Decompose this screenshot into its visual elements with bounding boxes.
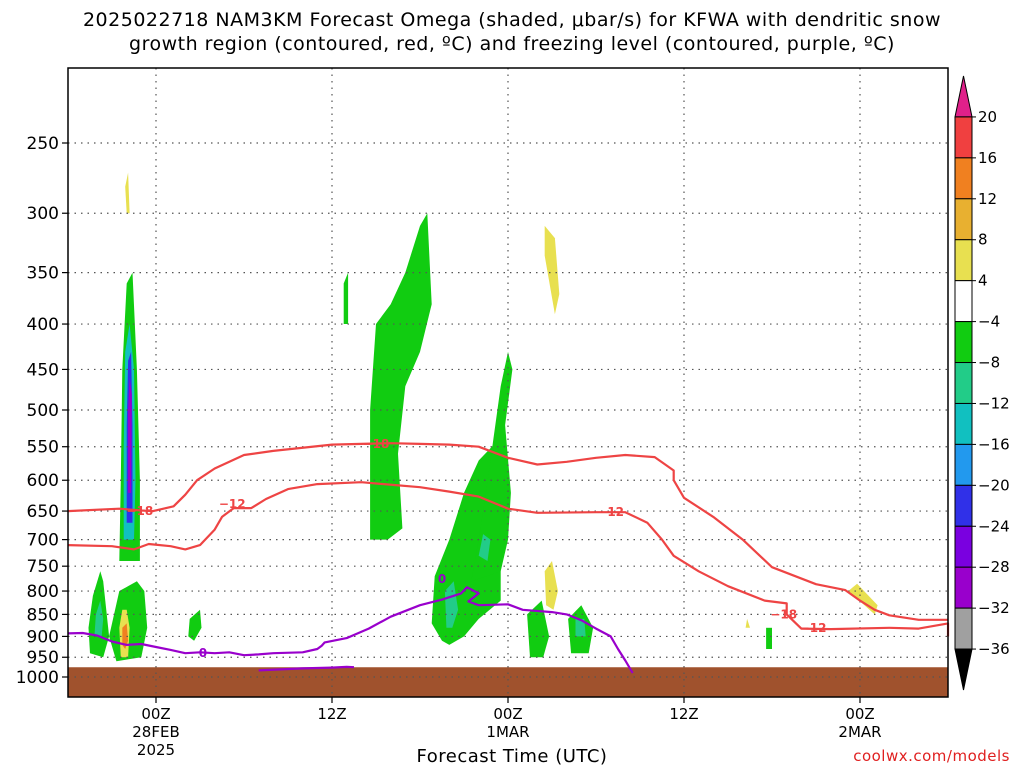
colorbar-bin-7: [954, 362, 973, 404]
contour-0: [67, 442, 948, 621]
colorbar-label-5: −4: [978, 313, 1000, 331]
contour-label-4: −12: [597, 505, 624, 519]
colorbar-label-3: 8: [978, 231, 988, 249]
y-tick-label-450: 450: [27, 360, 59, 380]
contour-label-6: 0: [199, 646, 207, 660]
colorbar-label-9: −20: [978, 476, 1010, 494]
contour-label-3: −12: [219, 497, 246, 511]
y-tick-label-800: 800: [27, 582, 59, 602]
colorbar-bin-2: [954, 566, 973, 609]
contour-label-5: −12: [800, 621, 827, 635]
x-tick-label-30-1: 1MAR: [486, 723, 529, 741]
y-tick-label-650: 650: [27, 502, 59, 522]
colorbar-bin-8: [954, 321, 973, 364]
colorbar-bin-14: [954, 75, 973, 118]
colorbar-label-8: −16: [978, 435, 1010, 453]
omega-region-11: [370, 213, 432, 540]
x-tick-label-6-0: 00Z: [141, 705, 170, 723]
x-tick-label-18-0: 12Z: [317, 705, 346, 723]
colorbar-label-13: −36: [978, 640, 1010, 658]
contour-label-1: −18: [363, 437, 390, 451]
title-line-2: growth region (contoured, red, ºC) and f…: [129, 33, 895, 55]
colorbar-bin-10: [954, 239, 973, 282]
y-tick-label-850: 850: [27, 605, 59, 625]
omega-region-20: [544, 225, 560, 315]
colorbar-bin-1: [954, 607, 973, 650]
colorbar-bin-12: [954, 157, 973, 200]
x-tick-label-54-0: 00Z: [845, 705, 874, 723]
colorbar-label-12: −32: [978, 599, 1010, 617]
x-tick-label-6-2: 2025: [137, 741, 175, 759]
omega-region-12: [343, 272, 349, 324]
y-tick-label-300: 300: [27, 204, 59, 224]
colorbar-label-2: 12: [978, 190, 997, 208]
contour-3: [258, 665, 355, 672]
omega-region-9: [122, 623, 129, 649]
y-tick-label-550: 550: [27, 438, 59, 458]
colorbar-bin-0: [954, 648, 973, 691]
colorbar-bin-13: [954, 116, 973, 159]
colorbar-label-11: −28: [978, 558, 1010, 576]
colorbar-label-1: 16: [978, 149, 997, 167]
colorbar-bin-3: [954, 525, 973, 568]
contour-1: [67, 481, 950, 637]
contour-2: [67, 586, 634, 674]
y-tick-label-250: 250: [27, 134, 59, 154]
contour-label-2: −18: [770, 607, 797, 621]
colorbar-label-10: −24: [978, 517, 1010, 535]
contour-label-0: −18: [126, 504, 153, 518]
y-tick-label-700: 700: [27, 531, 59, 551]
colorbar: 20 16 12 8 4 −4 −8 −12 −16 −20 −24 −28 −32 −36: [954, 75, 1010, 691]
title-line-1: 2025022718 NAM3KM Forecast Omega (shaded…: [82, 9, 942, 31]
omega-region-10: [125, 172, 130, 214]
colorbar-label-0: 20: [978, 108, 997, 126]
omega-region-2: [94, 600, 104, 637]
y-tick-label-750: 750: [27, 557, 59, 577]
colorbar-bin-6: [954, 402, 973, 445]
credit-link[interactable]: coolwx.com/models: [853, 747, 1010, 765]
x-tick-label-42-0: 12Z: [669, 705, 698, 723]
omega-region-24: [745, 618, 750, 628]
omega-region-14: [471, 351, 513, 582]
axes: 2503003504004505005506006507007508008509…: [16, 67, 949, 759]
y-tick-label-1000: 1000: [16, 668, 59, 688]
colorbar-label-7: −12: [978, 394, 1010, 412]
omega-region-16: [478, 534, 491, 561]
omega-region-21: [544, 561, 558, 610]
colorbar-bin-9: [954, 280, 973, 323]
x-tick-label-6-1: 28FEB: [132, 723, 179, 741]
omega-region-22: [766, 627, 772, 649]
colorbar-label-6: −8: [978, 354, 1000, 372]
omega-region-15: [444, 581, 459, 628]
omega-region-3: [188, 609, 202, 641]
colorbar-bin-11: [954, 198, 973, 241]
colorbar-bin-5: [954, 443, 973, 486]
omega-region-7: [128, 377, 132, 493]
x-axis-label: Forecast Time (UTC): [416, 746, 608, 767]
x-tick-label-30-0: 00Z: [493, 705, 522, 723]
x-tick-label-54-1: 2MAR: [838, 723, 881, 741]
y-tick-label-350: 350: [27, 264, 59, 284]
omega-region-19: [575, 618, 586, 637]
colorbar-bin-4: [954, 484, 973, 527]
y-tick-label-500: 500: [27, 401, 59, 421]
y-tick-label-950: 950: [27, 648, 59, 668]
y-tick-label-600: 600: [27, 471, 59, 491]
omega-region-17: [527, 600, 550, 658]
contour-label-7: 0: [438, 572, 446, 586]
colorbar-label-4: 4: [978, 272, 988, 290]
y-tick-label-400: 400: [27, 315, 59, 335]
y-tick-label-900: 900: [27, 627, 59, 647]
